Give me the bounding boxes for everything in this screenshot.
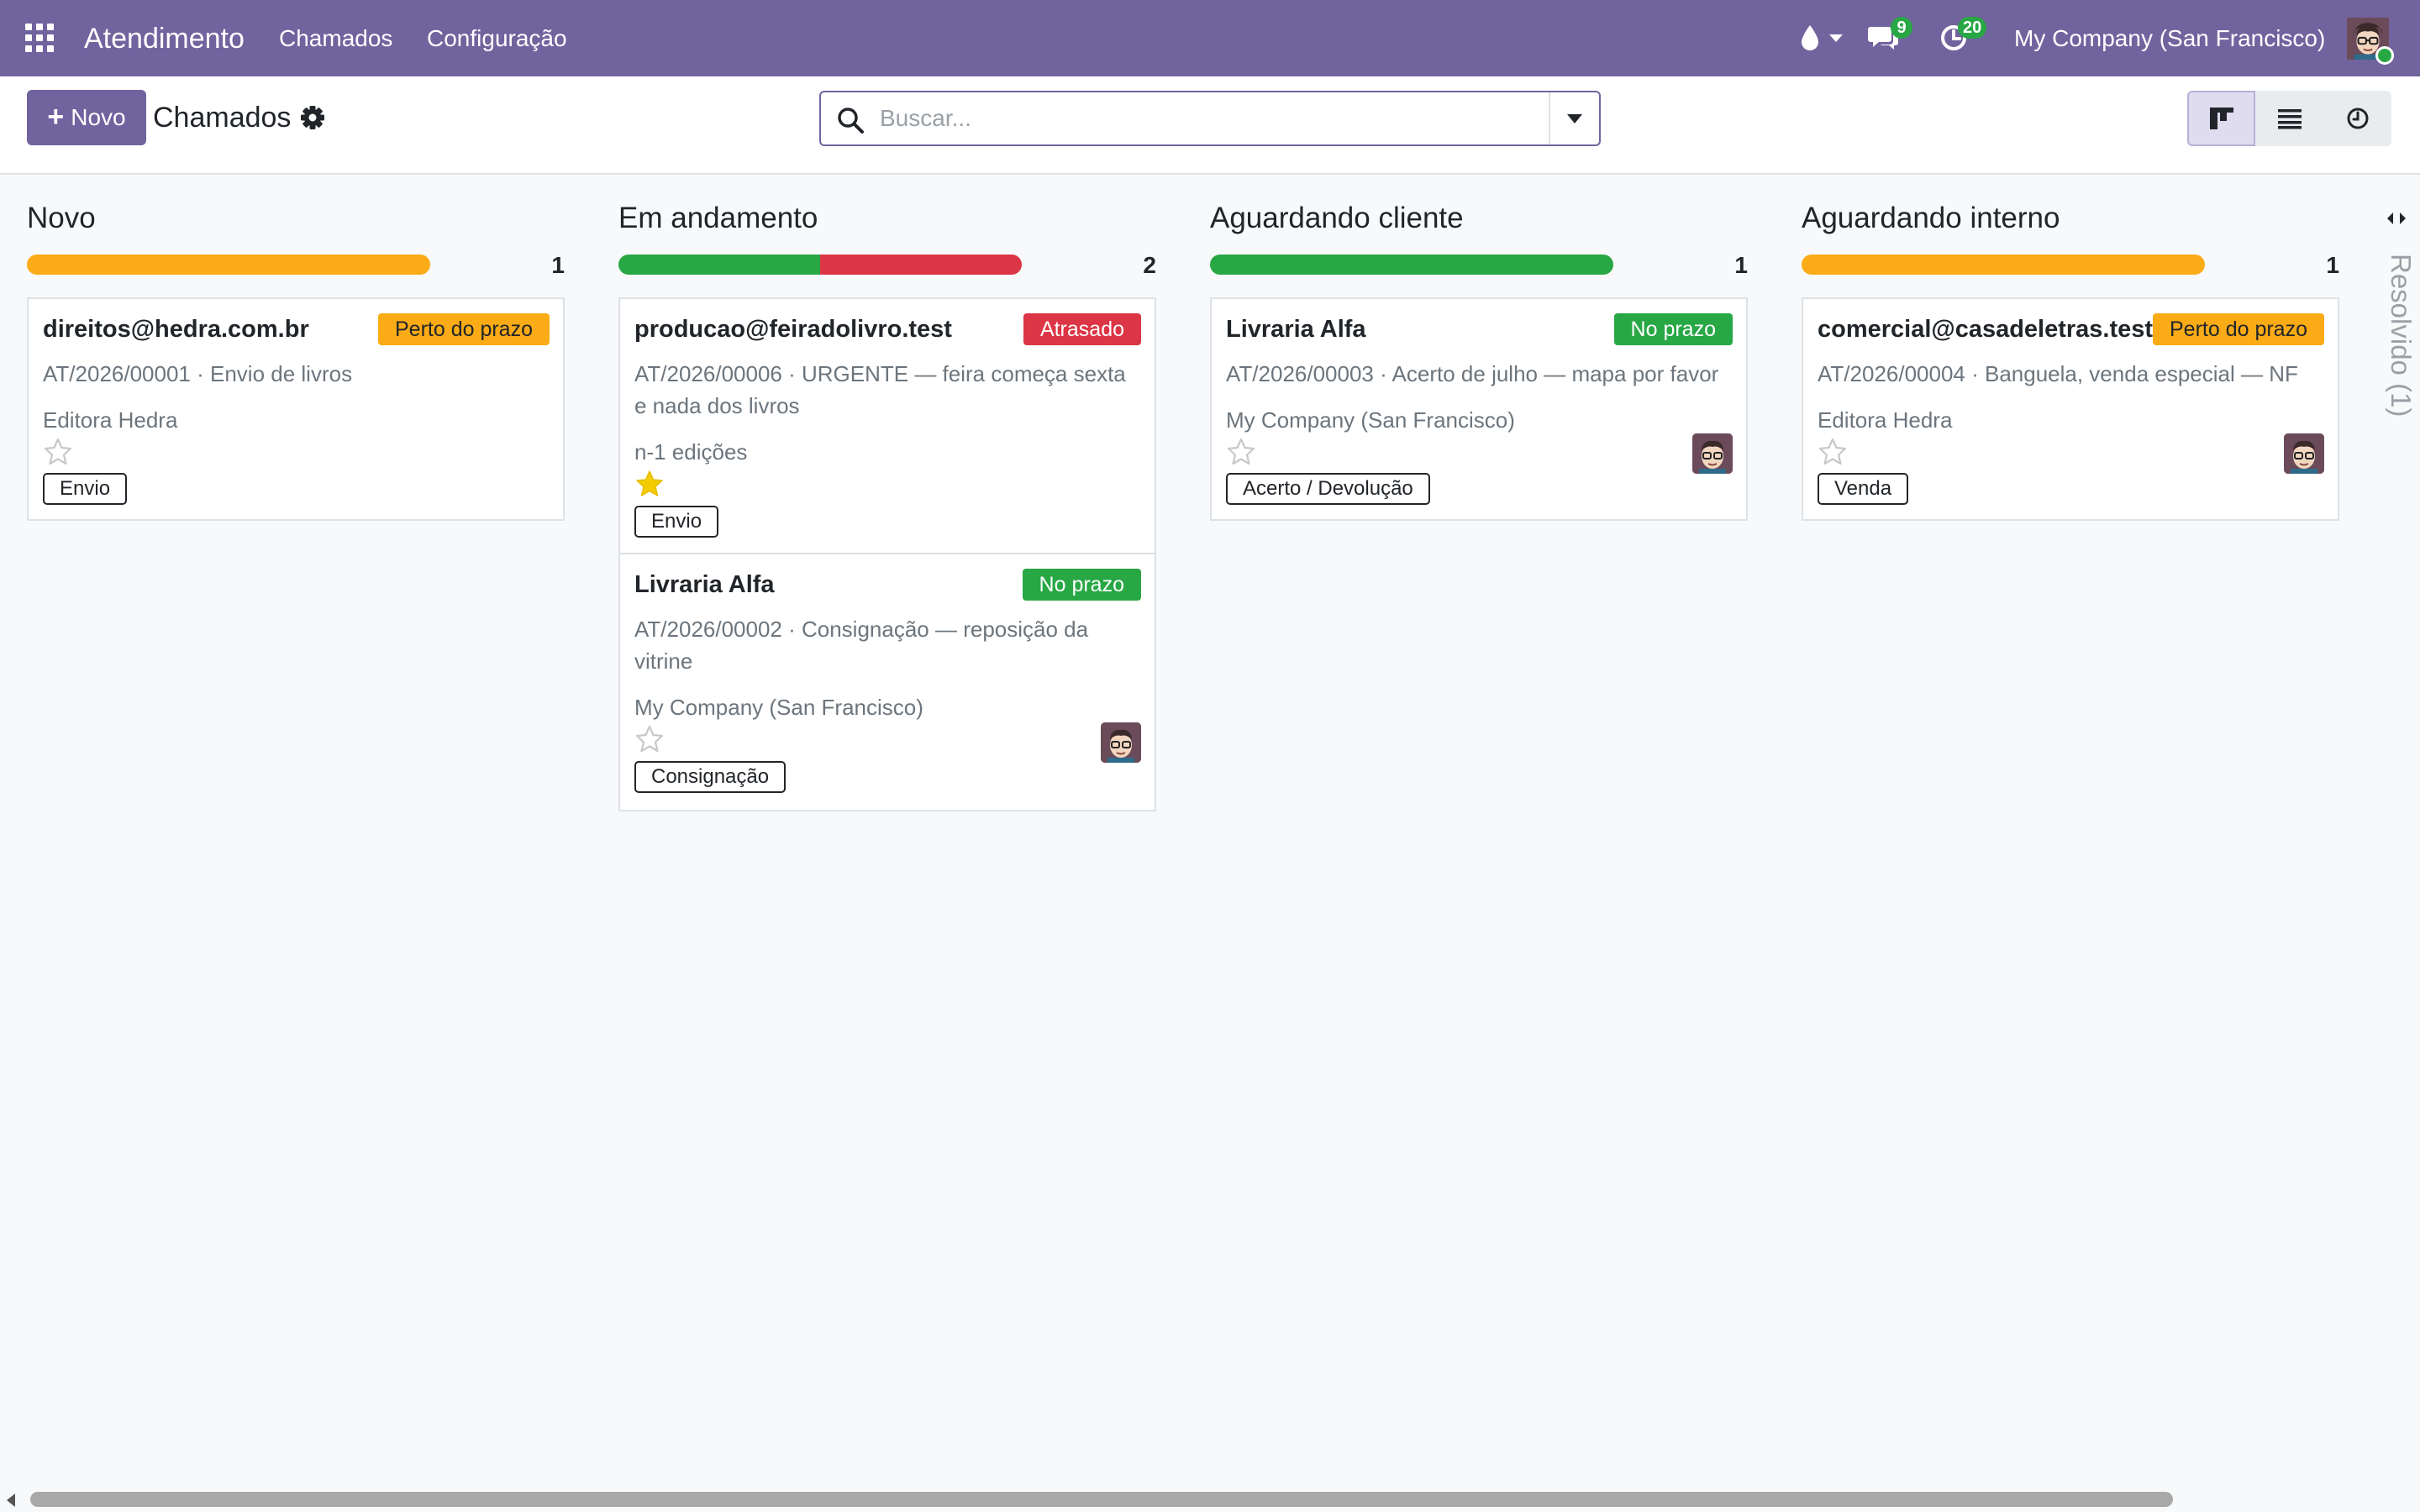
- deadline-badge: No prazo: [1022, 569, 1141, 601]
- card-description: AT/2026/00006 · URGENTE — feira começa s…: [634, 361, 1126, 418]
- progress-near-segment[interactable]: [1802, 255, 2205, 275]
- user-face-icon: [2347, 18, 2389, 60]
- column-progress-bar[interactable]: [1210, 255, 1613, 275]
- card-tag: Envio: [634, 506, 719, 538]
- clock-icon: [2347, 108, 2368, 129]
- card-partner: Editora Hedra: [1818, 407, 1953, 433]
- card-partner: My Company (San Francisco): [1226, 407, 1515, 433]
- assignee-avatar[interactable]: [2284, 433, 2324, 474]
- page-title: Chamados: [153, 102, 292, 134]
- search-bar: [819, 91, 1601, 146]
- card-tag: Envio: [43, 473, 128, 505]
- messages-button[interactable]: 9: [1867, 17, 1912, 57]
- card-title: producao@feiradolivro.test: [634, 316, 952, 343]
- column-count: 1: [551, 252, 565, 278]
- card-title: Livraria Alfa: [1226, 316, 1366, 343]
- horizontal-scrollbar[interactable]: [0, 1487, 2420, 1512]
- app-name[interactable]: Atendimento: [84, 23, 245, 55]
- kanban-card[interactable]: producao@feiradolivro.test Atrasado AT/2…: [618, 297, 1156, 554]
- column-title: Em andamento: [618, 202, 818, 234]
- assignee-avatar[interactable]: [1101, 722, 1141, 763]
- menu-configuracao[interactable]: Configuração: [427, 25, 567, 51]
- list-view-button[interactable]: [2255, 91, 2323, 146]
- user-avatar[interactable]: [2347, 18, 2394, 65]
- column-progress-bar[interactable]: [27, 255, 430, 275]
- menu-chamados[interactable]: Chamados: [279, 25, 393, 51]
- top-navbar: Atendimento Chamados Configuração 9 20 M…: [0, 0, 2420, 76]
- card-title: direitos@hedra.com.br: [43, 316, 309, 343]
- folded-column-resolvido[interactable]: Resolvido (1): [2376, 200, 2420, 704]
- scroll-left-arrow-icon[interactable]: [7, 1494, 15, 1507]
- column-count: 2: [1143, 252, 1156, 278]
- user-face-icon: [2284, 433, 2324, 474]
- column-count: 1: [1734, 252, 1748, 278]
- debug-menu[interactable]: [1799, 18, 1843, 57]
- deadline-badge: Perto do prazo: [2153, 313, 2324, 345]
- assignee-avatar[interactable]: [1692, 433, 1733, 474]
- card-description: AT/2026/00004 · Banguela, venda especial…: [1818, 361, 2298, 386]
- expand-arrows-icon[interactable]: [2385, 210, 2408, 227]
- card-description: AT/2026/00002 · Consignação — reposição …: [634, 617, 1089, 674]
- list-icon: [2277, 109, 2302, 129]
- search-input[interactable]: [880, 97, 1518, 139]
- apps-menu-icon[interactable]: [25, 24, 54, 52]
- control-panel: + Novo Chamados: [0, 76, 2420, 175]
- star-filled-icon[interactable]: [634, 469, 665, 499]
- user-face-icon: [1101, 722, 1141, 763]
- column-progress-bar[interactable]: [1802, 255, 2205, 275]
- card-title: comercial@casadeletras.test: [1818, 316, 2154, 343]
- kanban-card[interactable]: comercial@casadeletras.test Perto do pra…: [1802, 297, 2339, 521]
- kanban-view-button[interactable]: [2187, 91, 2255, 146]
- card-partner: Editora Hedra: [43, 407, 178, 433]
- deadline-badge: Atrasado: [1023, 313, 1141, 345]
- user-face-icon: [1692, 433, 1733, 474]
- plus-icon: +: [47, 100, 65, 133]
- progress-late-segment[interactable]: [820, 255, 1022, 275]
- star-outline-icon[interactable]: [43, 437, 73, 467]
- search-options-toggle[interactable]: [1549, 92, 1599, 144]
- card-description: AT/2026/00003 · Acerto de julho — mapa p…: [1226, 361, 1719, 386]
- column-title: Aguardando cliente: [1210, 202, 1464, 234]
- chevron-down-icon: [1829, 34, 1843, 42]
- kanban-card[interactable]: Livraria Alfa No prazo AT/2026/00002 · C…: [618, 553, 1156, 811]
- search-icon: [838, 108, 864, 134]
- deadline-badge: Perto do prazo: [378, 313, 550, 345]
- column-title: Novo: [27, 202, 96, 234]
- new-button[interactable]: + Novo: [27, 90, 146, 145]
- kanban-icon: [2209, 108, 2233, 129]
- progress-ok-segment[interactable]: [1210, 255, 1613, 275]
- company-switcher[interactable]: My Company (San Francisco): [2014, 25, 2326, 51]
- online-status-dot: [2375, 46, 2394, 65]
- card-tag: Acerto / Devolução: [1226, 473, 1430, 505]
- deadline-badge: No prazo: [1613, 313, 1733, 345]
- progress-ok-segment[interactable]: [618, 255, 820, 275]
- kanban-card[interactable]: direitos@hedra.com.br Perto do prazo AT/…: [27, 297, 565, 521]
- star-outline-icon[interactable]: [1818, 437, 1848, 467]
- card-title: Livraria Alfa: [634, 571, 775, 598]
- gear-icon[interactable]: [298, 103, 327, 132]
- chevron-down-icon: [1567, 113, 1582, 123]
- chat-icon: [1868, 27, 1898, 50]
- drop-icon: [1802, 25, 1818, 50]
- progress-near-segment[interactable]: [27, 255, 430, 275]
- column-progress-bar[interactable]: [618, 255, 1022, 275]
- star-outline-icon[interactable]: [1226, 437, 1256, 467]
- card-description: AT/2026/00001 · Envio de livros: [43, 361, 353, 386]
- card-tag: Venda: [1818, 473, 1909, 505]
- card-partner: n-1 edições: [634, 439, 748, 465]
- card-partner: My Company (San Francisco): [634, 695, 923, 720]
- view-switcher: [2187, 91, 2391, 146]
- new-button-label: Novo: [71, 104, 126, 130]
- activity-view-button[interactable]: [2323, 91, 2391, 146]
- kanban-card[interactable]: Livraria Alfa No prazo AT/2026/00003 · A…: [1210, 297, 1748, 521]
- folded-column-label[interactable]: Resolvido (1): [2386, 254, 2417, 417]
- messages-count-badge: 9: [1891, 17, 1912, 39]
- column-count: 1: [2326, 252, 2339, 278]
- column-title: Aguardando interno: [1802, 202, 2060, 234]
- card-tag: Consignação: [634, 761, 786, 793]
- star-outline-icon[interactable]: [634, 724, 665, 754]
- activities-button[interactable]: 20: [1939, 17, 1987, 57]
- scrollbar-thumb[interactable]: [30, 1492, 2173, 1507]
- activities-count-badge: 20: [1958, 17, 1987, 39]
